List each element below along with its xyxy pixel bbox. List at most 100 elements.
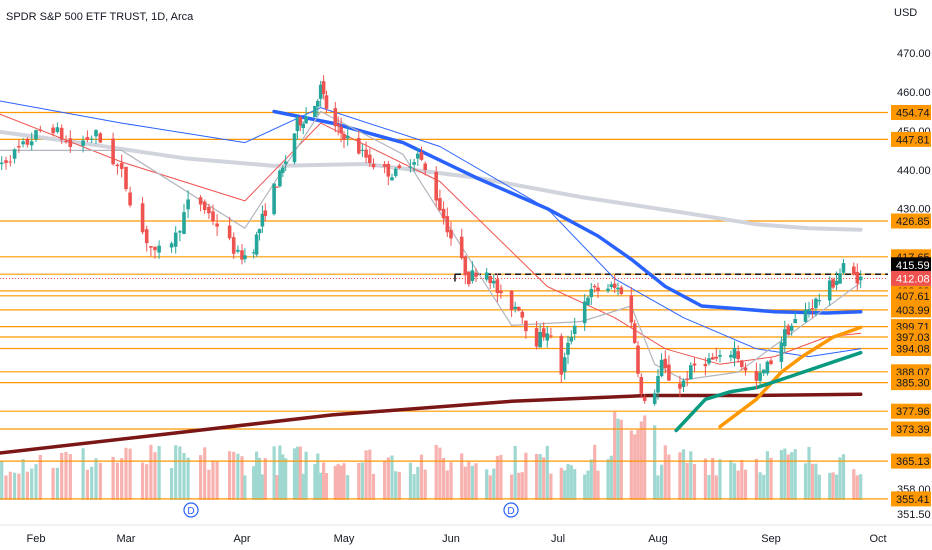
candle-body xyxy=(474,272,478,277)
volume-bar xyxy=(412,474,416,500)
candle-body xyxy=(612,283,617,288)
volume-bar xyxy=(368,449,372,500)
candle-body xyxy=(321,81,326,95)
candle-body xyxy=(831,279,835,288)
volume-bar xyxy=(549,473,553,500)
candle-body xyxy=(807,309,811,312)
volume-bar xyxy=(13,472,17,500)
candle-body xyxy=(292,133,297,163)
candle-body xyxy=(257,229,262,234)
volume-bar xyxy=(17,473,21,500)
volume-bar xyxy=(859,474,863,500)
volume-bar xyxy=(342,463,346,500)
candle-body xyxy=(178,231,182,233)
candle-body xyxy=(368,154,372,163)
candle-body xyxy=(499,291,503,294)
level-label: 407.61 xyxy=(896,291,930,303)
candle-body xyxy=(51,127,55,134)
moving-averages xyxy=(0,100,863,455)
candle-body xyxy=(714,356,719,359)
candle-body xyxy=(783,329,787,347)
candle-body xyxy=(251,252,256,254)
candle-body xyxy=(412,162,416,165)
volume-bar xyxy=(542,457,546,500)
volume-bar xyxy=(215,461,219,500)
candle-body xyxy=(732,347,737,359)
volume-bar xyxy=(339,465,343,500)
x-tick-label: Jun xyxy=(442,533,460,545)
volume-bar xyxy=(793,449,797,500)
candle-body xyxy=(333,108,338,127)
candle-body xyxy=(656,376,660,393)
volume-bar xyxy=(629,430,633,500)
candle-body xyxy=(144,229,149,244)
volume-bar xyxy=(228,451,232,500)
volume-bar xyxy=(711,457,715,500)
volume-bar xyxy=(855,475,859,500)
x-tick-label: Sep xyxy=(761,533,781,545)
candle-body xyxy=(740,360,744,367)
candle-body xyxy=(609,284,614,287)
candle-body xyxy=(434,171,438,201)
volume-bar xyxy=(304,451,308,500)
x-tick-label: Oct xyxy=(869,533,886,545)
volume-bar xyxy=(90,466,94,500)
x-tick-label: Mar xyxy=(117,533,136,545)
level-label-bg xyxy=(891,491,931,507)
candle-body xyxy=(559,335,564,375)
candle-body xyxy=(765,361,770,374)
candle-body xyxy=(629,295,634,323)
candle-body xyxy=(236,249,240,252)
candle-body xyxy=(124,166,128,190)
candle-body xyxy=(202,201,207,210)
candle-body xyxy=(21,141,25,145)
candle-body xyxy=(25,138,30,145)
volume-bar xyxy=(692,464,697,500)
volume-bar xyxy=(98,462,102,500)
ma-short-orange-line xyxy=(718,325,863,429)
candle-body xyxy=(360,149,365,151)
volume-bar xyxy=(613,411,617,500)
volume-bar xyxy=(383,461,387,500)
candle-body xyxy=(652,393,657,404)
volume-bar xyxy=(817,474,821,500)
volume-bar xyxy=(423,469,427,500)
candle-body xyxy=(357,138,361,154)
candle-body xyxy=(619,287,624,294)
candle-body xyxy=(592,286,597,288)
ma-200-line xyxy=(0,129,863,232)
candle-body xyxy=(416,153,420,159)
level-label: 454.74 xyxy=(896,108,930,120)
candle-body xyxy=(803,309,808,322)
candle-body xyxy=(707,358,711,364)
candle-body xyxy=(34,130,38,140)
volume-bar xyxy=(236,453,240,500)
volume-bar xyxy=(278,445,282,500)
candle-body xyxy=(562,357,567,372)
candle-body xyxy=(758,372,762,381)
candle-body xyxy=(814,298,818,309)
volume-bar xyxy=(499,454,503,500)
candle-body xyxy=(754,371,759,381)
volume-bar xyxy=(313,464,317,500)
candle-body xyxy=(606,288,610,291)
candle-body xyxy=(29,141,34,146)
candle-body xyxy=(186,199,190,210)
candle-body xyxy=(827,280,832,301)
volume-bar xyxy=(199,455,203,500)
candle-body xyxy=(667,364,671,381)
volume-bar xyxy=(55,467,59,500)
level-label-bg xyxy=(891,131,931,147)
volume-bar xyxy=(85,469,89,500)
ma-value-label-bg xyxy=(891,257,931,273)
volume-bars xyxy=(0,411,863,500)
candle-body xyxy=(316,101,320,107)
candle-body xyxy=(345,135,350,139)
candle-body xyxy=(295,117,300,132)
volume-bar xyxy=(656,475,660,500)
volume-bar xyxy=(346,475,350,500)
volume-bar xyxy=(803,463,808,500)
volume-bar xyxy=(510,474,514,500)
candle-body xyxy=(85,137,90,140)
